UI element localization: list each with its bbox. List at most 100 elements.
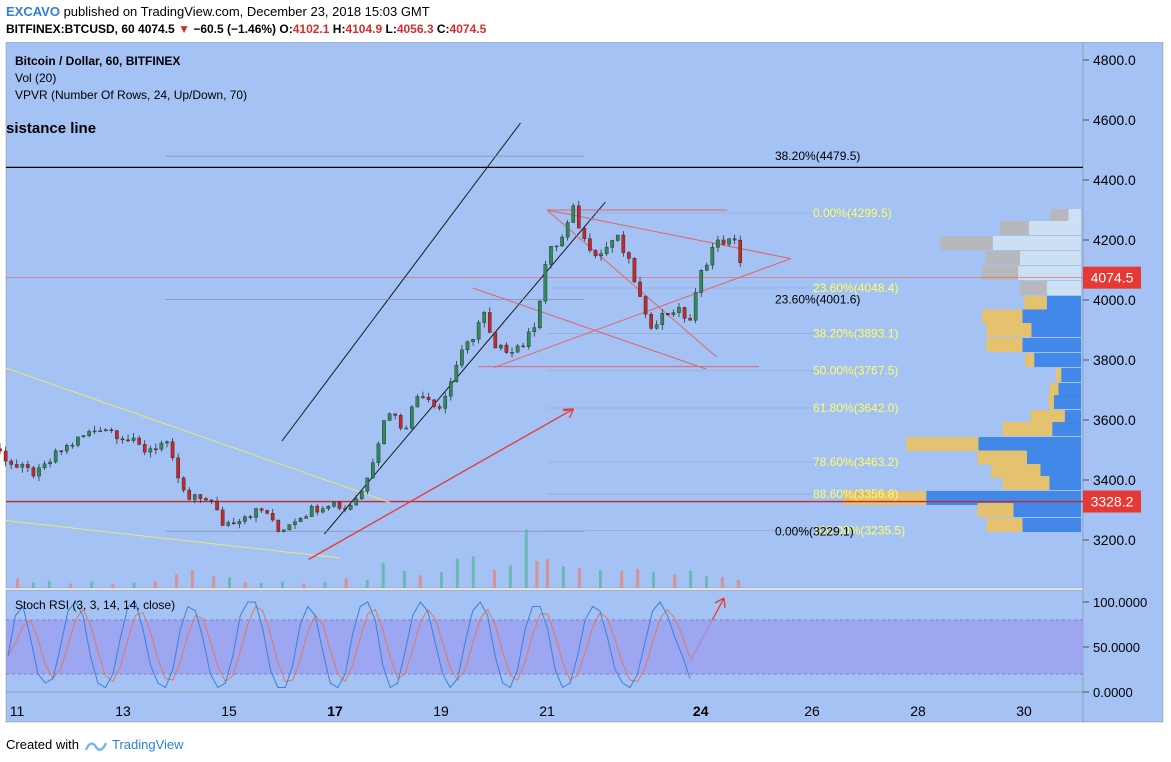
vpvr-down-bar xyxy=(1022,338,1081,352)
candle-body xyxy=(337,501,342,509)
candle-body xyxy=(437,406,442,409)
candle-body xyxy=(677,307,681,313)
candle-body xyxy=(632,258,637,283)
volume-bar xyxy=(132,582,136,588)
ohlc-header: BITFINEX:BTCUSD, 60 4074.5 ▼ −60.5 (−1.4… xyxy=(6,22,486,36)
candle-body xyxy=(159,442,164,450)
stoch-tick-label: 0.0000 xyxy=(1093,685,1133,700)
wedge-diag-down xyxy=(546,209,717,358)
stoch-tick-label: 50.0000 xyxy=(1093,640,1140,655)
candle-body xyxy=(20,464,25,468)
down-arrow-icon: ▼ xyxy=(178,22,190,36)
wedge-diag-cross xyxy=(472,287,707,370)
publisher-name[interactable]: EXCAVO xyxy=(6,4,60,19)
resistance-label: sistance line xyxy=(6,120,96,137)
candle-body xyxy=(293,521,297,525)
price-tick-label: 3400.0 xyxy=(1093,472,1136,488)
legend-volume: Vol (20) xyxy=(15,71,56,85)
time-tick-label: 21 xyxy=(539,703,555,719)
candle-body xyxy=(738,239,742,263)
vpvr-up-bar xyxy=(1030,410,1065,424)
vpvr-up-bar xyxy=(1025,353,1035,367)
stoch-rsi-layer xyxy=(6,601,1083,689)
vpvr-down-bar xyxy=(1046,296,1081,310)
vpvr-up-bar xyxy=(991,464,1041,478)
candle-body xyxy=(348,504,353,510)
main-pane[interactable] xyxy=(5,42,1084,589)
volume-layer xyxy=(16,529,740,588)
tradingview-brand[interactable]: TradingView xyxy=(112,737,184,752)
forecast-arrow-head xyxy=(563,408,575,419)
candle-body xyxy=(70,444,75,447)
candle-body xyxy=(693,292,698,321)
candle-body xyxy=(476,322,481,340)
time-tick-label: 15 xyxy=(221,703,237,719)
candle-body xyxy=(654,324,659,329)
candle-body xyxy=(382,420,386,444)
volume-bar xyxy=(344,578,348,588)
price-tick-label: 4600.0 xyxy=(1093,112,1136,128)
candle-body xyxy=(721,239,726,245)
candle-body xyxy=(432,399,436,407)
drawing-lines xyxy=(5,122,1083,663)
vpvr-up-bar xyxy=(985,251,1020,265)
candle-body xyxy=(265,510,269,514)
candle-body xyxy=(81,435,86,438)
volume-bar xyxy=(381,563,385,588)
candles-layer xyxy=(0,200,742,533)
volume-bar xyxy=(546,558,549,588)
price-chart[interactable]: 0.00%(4299.5) 23.60%(4048.4) 38.20%(3893.1… xyxy=(0,42,1171,732)
volume-bar xyxy=(652,572,655,588)
candle-body xyxy=(304,516,308,519)
fib-right-label: 0.00%(4299.5) xyxy=(813,206,892,220)
vpvr-up-bar xyxy=(1002,422,1053,436)
candle-body xyxy=(710,247,715,266)
volume-bar xyxy=(175,574,178,588)
candle-body xyxy=(282,529,286,532)
price-tick-label: 4400.0 xyxy=(1093,172,1136,188)
candle-body xyxy=(176,457,180,479)
time-axis[interactable] xyxy=(5,691,1084,723)
candle-body xyxy=(421,396,425,398)
candle-body xyxy=(287,524,292,531)
candle-body xyxy=(26,464,30,468)
candle-body xyxy=(231,522,236,525)
vpvr-up-bar xyxy=(906,437,979,451)
fib-right-label: 61.80%(3642.0) xyxy=(813,401,898,415)
last-price-badge-text: 4074.5 xyxy=(1091,270,1134,286)
candle-body xyxy=(243,516,247,522)
candle-body xyxy=(538,300,542,328)
candle-body xyxy=(387,413,392,421)
candle-body xyxy=(449,381,453,397)
tradingview-logo-icon xyxy=(84,741,107,751)
fib-right-label: 88.60%(3356.8) xyxy=(813,487,898,501)
candle-body xyxy=(704,264,709,271)
fib-right-label: 23.60%(4048.4) xyxy=(813,281,898,295)
forecast-arrow xyxy=(308,408,574,561)
candle-body xyxy=(660,313,665,325)
candle-body xyxy=(87,431,91,436)
volume-bar xyxy=(599,570,602,588)
price-tick-label: 4000.0 xyxy=(1093,292,1136,308)
candle-body xyxy=(48,461,52,465)
volume-bar xyxy=(455,558,459,588)
volume-bar xyxy=(47,580,51,588)
candle-body xyxy=(259,508,264,511)
candle-body xyxy=(615,234,620,241)
vpvr-down-bar xyxy=(1019,251,1081,265)
time-tick-label: 11 xyxy=(10,703,25,719)
candle-body xyxy=(126,439,130,442)
candle-body xyxy=(215,500,219,511)
fib-left-label: 0.00%(3229.1) xyxy=(775,524,854,538)
candle-body xyxy=(115,430,119,440)
candle-body xyxy=(682,307,687,319)
price-tick-label: 4800.0 xyxy=(1093,52,1136,68)
volume-bar xyxy=(493,570,496,588)
vpvr-down-bar xyxy=(1049,476,1081,490)
candle-body xyxy=(204,498,208,501)
candle-body xyxy=(181,477,186,491)
candle-body xyxy=(321,508,325,513)
published-text: published on TradingView.com, December 2… xyxy=(63,4,430,19)
candle-body xyxy=(393,413,397,416)
price-axis[interactable] xyxy=(1082,42,1164,723)
